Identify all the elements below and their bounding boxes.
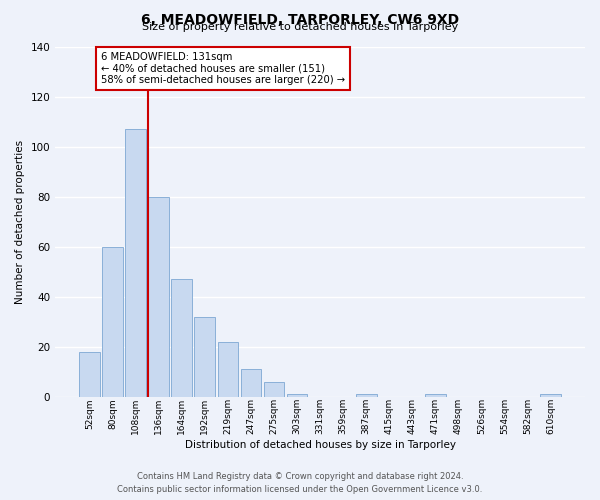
Bar [356, 394, 377, 396]
Bar [148, 196, 169, 396]
Bar [287, 394, 307, 396]
X-axis label: Distribution of detached houses by size in Tarporley: Distribution of detached houses by size … [185, 440, 455, 450]
Bar [102, 246, 123, 396]
Bar [172, 279, 192, 396]
Text: Contains HM Land Registry data © Crown copyright and database right 2024.
Contai: Contains HM Land Registry data © Crown c… [118, 472, 482, 494]
Bar [241, 369, 262, 396]
Text: 6, MEADOWFIELD, TARPORLEY, CW6 9XD: 6, MEADOWFIELD, TARPORLEY, CW6 9XD [141, 12, 459, 26]
Bar [194, 316, 215, 396]
Bar [425, 394, 446, 396]
Y-axis label: Number of detached properties: Number of detached properties [15, 140, 25, 304]
Bar [218, 342, 238, 396]
Bar [79, 352, 100, 397]
Text: 6 MEADOWFIELD: 131sqm
← 40% of detached houses are smaller (151)
58% of semi-det: 6 MEADOWFIELD: 131sqm ← 40% of detached … [101, 52, 345, 84]
Bar [125, 129, 146, 396]
Text: Size of property relative to detached houses in Tarporley: Size of property relative to detached ho… [142, 22, 458, 32]
Bar [540, 394, 561, 396]
Bar [263, 382, 284, 396]
